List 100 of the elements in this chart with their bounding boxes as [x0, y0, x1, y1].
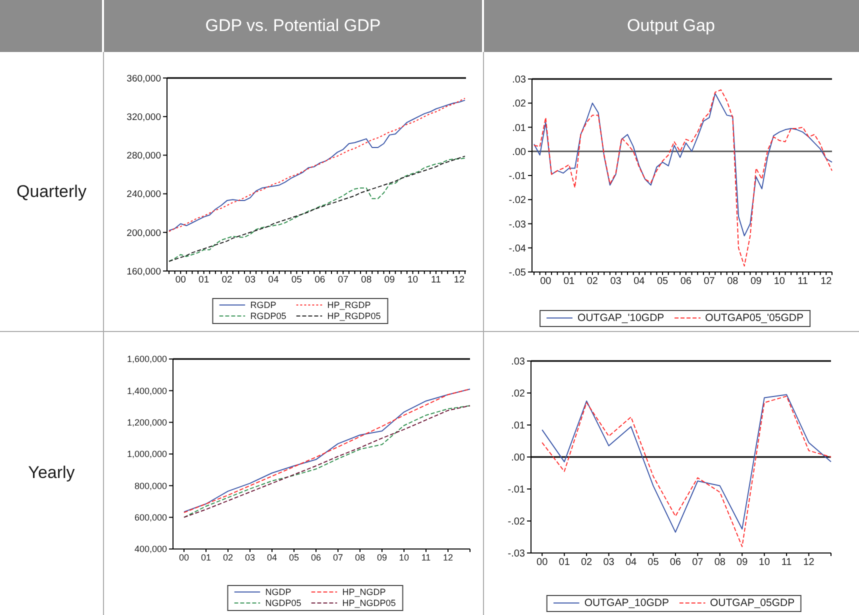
y-tick-label: -.05 — [508, 268, 526, 279]
x-tick-label: 08 — [714, 557, 726, 568]
x-tick-label: 06 — [680, 276, 692, 288]
x-tick-label: 10 — [758, 557, 770, 568]
x-tick-label: 07 — [338, 274, 348, 286]
x-tick-label: 06 — [670, 557, 682, 568]
x-tick-label: 05 — [648, 557, 660, 568]
y-tick-label: -.02 — [508, 195, 526, 206]
y-tick-label: 160,000 — [126, 266, 161, 278]
line-series — [534, 89, 832, 266]
x-tick-label: 01 — [198, 274, 210, 286]
legend-label: HP_NGDP — [342, 587, 386, 598]
text: Quarterly — [16, 182, 86, 202]
x-tick-label: 08 — [361, 274, 372, 286]
y-tick-label: .00 — [511, 452, 526, 464]
x-tick-label: 02 — [586, 276, 598, 288]
chart-title: Output Gap — [627, 16, 715, 36]
x-tick-label: 00 — [540, 276, 552, 288]
x-tick-label: 04 — [266, 552, 278, 562]
y-tick-label: 1,600,000 — [126, 354, 167, 364]
x-tick-label: 04 — [634, 276, 646, 288]
x-tick-label: 12 — [442, 552, 454, 562]
legend-label: HP_RGDP — [327, 300, 371, 311]
y-tick-label: 280,000 — [126, 150, 161, 162]
x-tick-label: 07 — [692, 557, 704, 568]
x-tick-label: 11 — [431, 274, 441, 286]
legend-label: NGDP — [265, 587, 292, 598]
x-tick-label: 09 — [750, 276, 762, 288]
y-tick-label: 800,000 — [134, 480, 167, 491]
legend-label: OUTGAP_'10GDP — [578, 312, 664, 325]
y-tick-label: -.04 — [508, 243, 526, 254]
x-tick-label: 09 — [736, 557, 748, 568]
y-tick-label: .03 — [512, 74, 526, 86]
y-tick-label: 600,000 — [134, 512, 167, 523]
x-tick-label: 03 — [610, 276, 622, 288]
x-tick-label: 12 — [454, 274, 464, 286]
legend-label: OUTGAP05_'05GDP — [705, 312, 804, 325]
y-tick-label: .00 — [512, 146, 526, 158]
x-tick-label: 00 — [536, 557, 548, 568]
x-tick-label: 09 — [384, 274, 395, 286]
y-tick-label: .03 — [511, 356, 526, 368]
x-tick-label: 11 — [798, 276, 808, 288]
legend-label: RGDP05 — [250, 310, 286, 322]
x-tick-label: 05 — [288, 552, 300, 562]
x-tick-label: 04 — [268, 274, 279, 286]
y-tick-label: 1,400,000 — [126, 386, 167, 396]
y-tick-label: 200,000 — [126, 228, 161, 239]
x-tick-label: 00 — [178, 552, 190, 562]
y-tick-label: .02 — [511, 388, 526, 400]
x-tick-label: 02 — [222, 274, 232, 286]
y-tick-label: 1,000,000 — [126, 449, 167, 460]
legend-label: HP_RGDP05 — [327, 310, 381, 322]
y-tick-label: -.03 — [508, 548, 526, 560]
x-tick-label: 06 — [314, 274, 326, 286]
x-tick-label: 11 — [781, 557, 792, 568]
y-tick-label: 1,200,000 — [126, 418, 167, 428]
x-tick-label: 07 — [332, 552, 344, 562]
x-tick-label: 12 — [820, 276, 832, 288]
legend-label: OUTGAP_05GDP — [710, 597, 795, 610]
x-tick-label: 10 — [398, 552, 410, 562]
y-tick-label: 240,000 — [126, 189, 161, 200]
x-tick-label: 08 — [727, 276, 739, 288]
chart-title: GDP vs. Potential GDP — [205, 16, 381, 36]
y-tick-label: -.03 — [508, 219, 526, 230]
y-tick-label: -.01 — [508, 171, 526, 182]
x-tick-label: 05 — [656, 276, 669, 288]
legend-label: NGDP05 — [265, 598, 302, 609]
x-tick-label: 12 — [803, 557, 815, 568]
y-tick-label: 320,000 — [126, 112, 161, 123]
x-tick-label: 03 — [244, 274, 256, 286]
x-tick-label: 04 — [625, 557, 637, 568]
y-tick-label: -.02 — [508, 516, 526, 528]
legend-label: HP_NGDP05 — [342, 598, 396, 609]
y-tick-label: 360,000 — [126, 73, 161, 84]
x-tick-label: 06 — [310, 552, 322, 562]
x-tick-label: 05 — [291, 274, 302, 286]
x-tick-label: 01 — [558, 557, 570, 568]
x-tick-label: 02 — [222, 552, 234, 562]
x-tick-label: 00 — [175, 274, 186, 286]
x-tick-label: 11 — [421, 552, 431, 562]
x-tick-label: 09 — [376, 552, 388, 562]
y-tick-label: .01 — [511, 420, 526, 432]
x-tick-label: 02 — [580, 557, 593, 568]
x-tick-label: 08 — [354, 552, 366, 562]
x-tick-label: 01 — [563, 276, 576, 288]
x-tick-label: 01 — [200, 552, 212, 562]
x-tick-label: 03 — [244, 552, 256, 562]
y-tick-label: .02 — [512, 98, 526, 110]
y-tick-label: 400,000 — [134, 544, 167, 554]
x-tick-label: 10 — [774, 276, 786, 288]
y-tick-label: -.01 — [508, 484, 526, 496]
x-tick-label: 03 — [603, 557, 615, 568]
x-tick-label: 07 — [704, 276, 716, 288]
line-series — [534, 92, 832, 236]
x-tick-label: 10 — [407, 274, 418, 286]
legend-label: RGDP — [250, 300, 276, 311]
line-series — [184, 405, 470, 518]
text: Yearly — [28, 463, 75, 483]
legend-label: OUTGAP_10GDP — [584, 597, 669, 610]
y-tick-label: .01 — [512, 122, 526, 134]
